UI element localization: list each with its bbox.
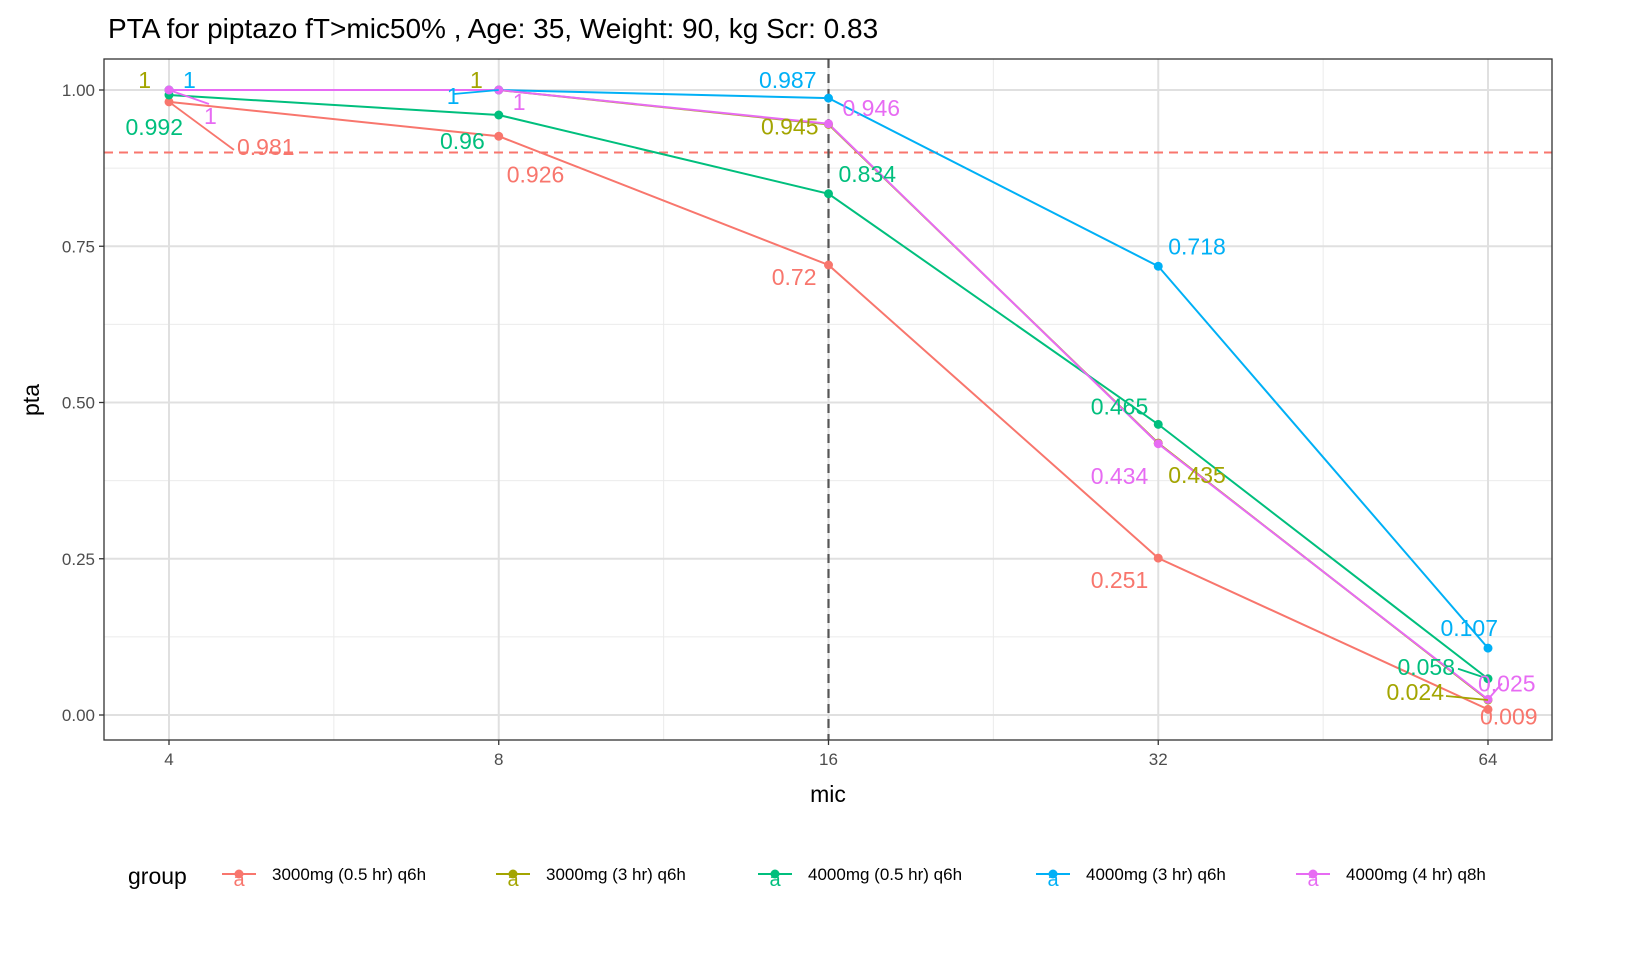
- label-leader-line: [168, 101, 235, 151]
- legend-key-point: [1048, 869, 1058, 879]
- label-leader-line: [1445, 695, 1489, 701]
- data-label: 1: [470, 67, 483, 93]
- legend-items: a 3000mg (0.5 hr) q6h a 3000mg (3 hr) q6h a 4…: [222, 865, 1486, 891]
- data-label: 1: [183, 67, 196, 93]
- data-point: [1153, 439, 1163, 449]
- data-label: 0.058: [1397, 654, 1455, 680]
- x-tick-label: 64: [1479, 750, 1498, 769]
- legend-label: 4000mg (0.5 hr) q6h: [808, 865, 962, 884]
- x-tick-label: 4: [164, 750, 173, 769]
- data-label: 0.107: [1440, 615, 1498, 641]
- x-axis: 4 8 16 32 64: [164, 740, 1497, 769]
- data-label: 0.434: [1091, 463, 1149, 489]
- data-label: 0.009: [1480, 703, 1538, 729]
- data-point: [824, 93, 833, 103]
- label-leader-line: [1457, 667, 1489, 680]
- data-label: 0.987: [759, 67, 817, 93]
- data-label: 1: [447, 83, 460, 109]
- x-tick-label: 32: [1149, 750, 1168, 769]
- data-point: [1483, 643, 1493, 653]
- legend-label: 3000mg (0.5 hr) q6h: [272, 865, 426, 884]
- y-axis-title: pta: [18, 384, 44, 416]
- label-leader-lines: [168, 89, 1503, 701]
- legend-key-point: [234, 869, 244, 879]
- data-label: 0.435: [1168, 462, 1226, 488]
- legend-key-point: [508, 869, 518, 879]
- data-label: 0.96: [440, 128, 485, 154]
- data-label: 0.945: [761, 113, 819, 139]
- x-tick-label: 16: [819, 750, 838, 769]
- y-tick-label: 0.25: [62, 550, 95, 569]
- data-label: 0.465: [1091, 393, 1149, 419]
- data-label: 0.025: [1478, 670, 1536, 696]
- legend: group a 3000mg (0.5 hr) q6h a 3000mg (3 hr)…: [128, 863, 1486, 891]
- x-axis-title: mic: [810, 781, 846, 807]
- data-label: 1: [204, 103, 217, 129]
- y-tick-label: 0.75: [62, 237, 95, 256]
- data-label: 0.024: [1386, 679, 1444, 705]
- data-label: 0.926: [507, 161, 565, 187]
- legend-key-glyph: a: [233, 869, 245, 891]
- data-point: [494, 131, 504, 141]
- legend-key-point: [770, 869, 780, 879]
- legend-key-glyph: a: [1047, 869, 1059, 891]
- reference-lines: [104, 59, 1552, 740]
- data-label: 0.946: [843, 95, 901, 121]
- legend-label: 4000mg (4 hr) q8h: [1346, 865, 1486, 884]
- data-point: [1483, 704, 1493, 714]
- data-point: [824, 260, 833, 270]
- y-tick-label: 1.00: [62, 81, 95, 100]
- data-point: [1153, 419, 1163, 429]
- data-point: [494, 110, 504, 120]
- x-tick-label: 8: [494, 750, 503, 769]
- y-tick-label: 0.50: [62, 394, 95, 413]
- legend-item: a 4000mg (4 hr) q8h: [1296, 865, 1486, 891]
- legend-key-point: [1308, 869, 1318, 879]
- legend-key-glyph: a: [507, 869, 519, 891]
- data-label: 1: [513, 89, 526, 115]
- data-label: 0.251: [1091, 567, 1149, 593]
- legend-item: a 3000mg (0.5 hr) q6h: [222, 865, 426, 891]
- legend-label: 3000mg (3 hr) q6h: [546, 865, 686, 884]
- label-leader-line: [168, 89, 210, 105]
- chart-title: PTA for piptazo fT>mic50% , Age: 35, Wei…: [108, 13, 878, 44]
- legend-key-glyph: a: [769, 869, 781, 891]
- data-point: [824, 189, 833, 199]
- y-axis: 0.00 0.25 0.50 0.75 1.00: [62, 81, 104, 725]
- legend-item: a 4000mg (0.5 hr) q6h: [758, 865, 962, 891]
- legend-label: 4000mg (3 hr) q6h: [1086, 865, 1226, 884]
- legend-key-glyph: a: [1307, 869, 1319, 891]
- data-label: 0.718: [1168, 233, 1226, 259]
- data-label: 0.981: [237, 134, 295, 160]
- data-label: 0.992: [125, 114, 183, 140]
- data-label: 0.834: [839, 161, 897, 187]
- data-label: 1: [138, 67, 151, 93]
- y-tick-label: 0.00: [62, 706, 95, 725]
- label-leader-line: [453, 89, 499, 95]
- label-leader-line: [1487, 682, 1503, 700]
- data-point: [1153, 261, 1163, 271]
- data-point: [1153, 553, 1163, 563]
- legend-item: a 4000mg (3 hr) q6h: [1036, 865, 1226, 891]
- data-label: 0.72: [772, 264, 817, 290]
- legend-item: a 3000mg (3 hr) q6h: [496, 865, 686, 891]
- legend-title: group: [128, 863, 187, 889]
- data-point: [824, 119, 833, 129]
